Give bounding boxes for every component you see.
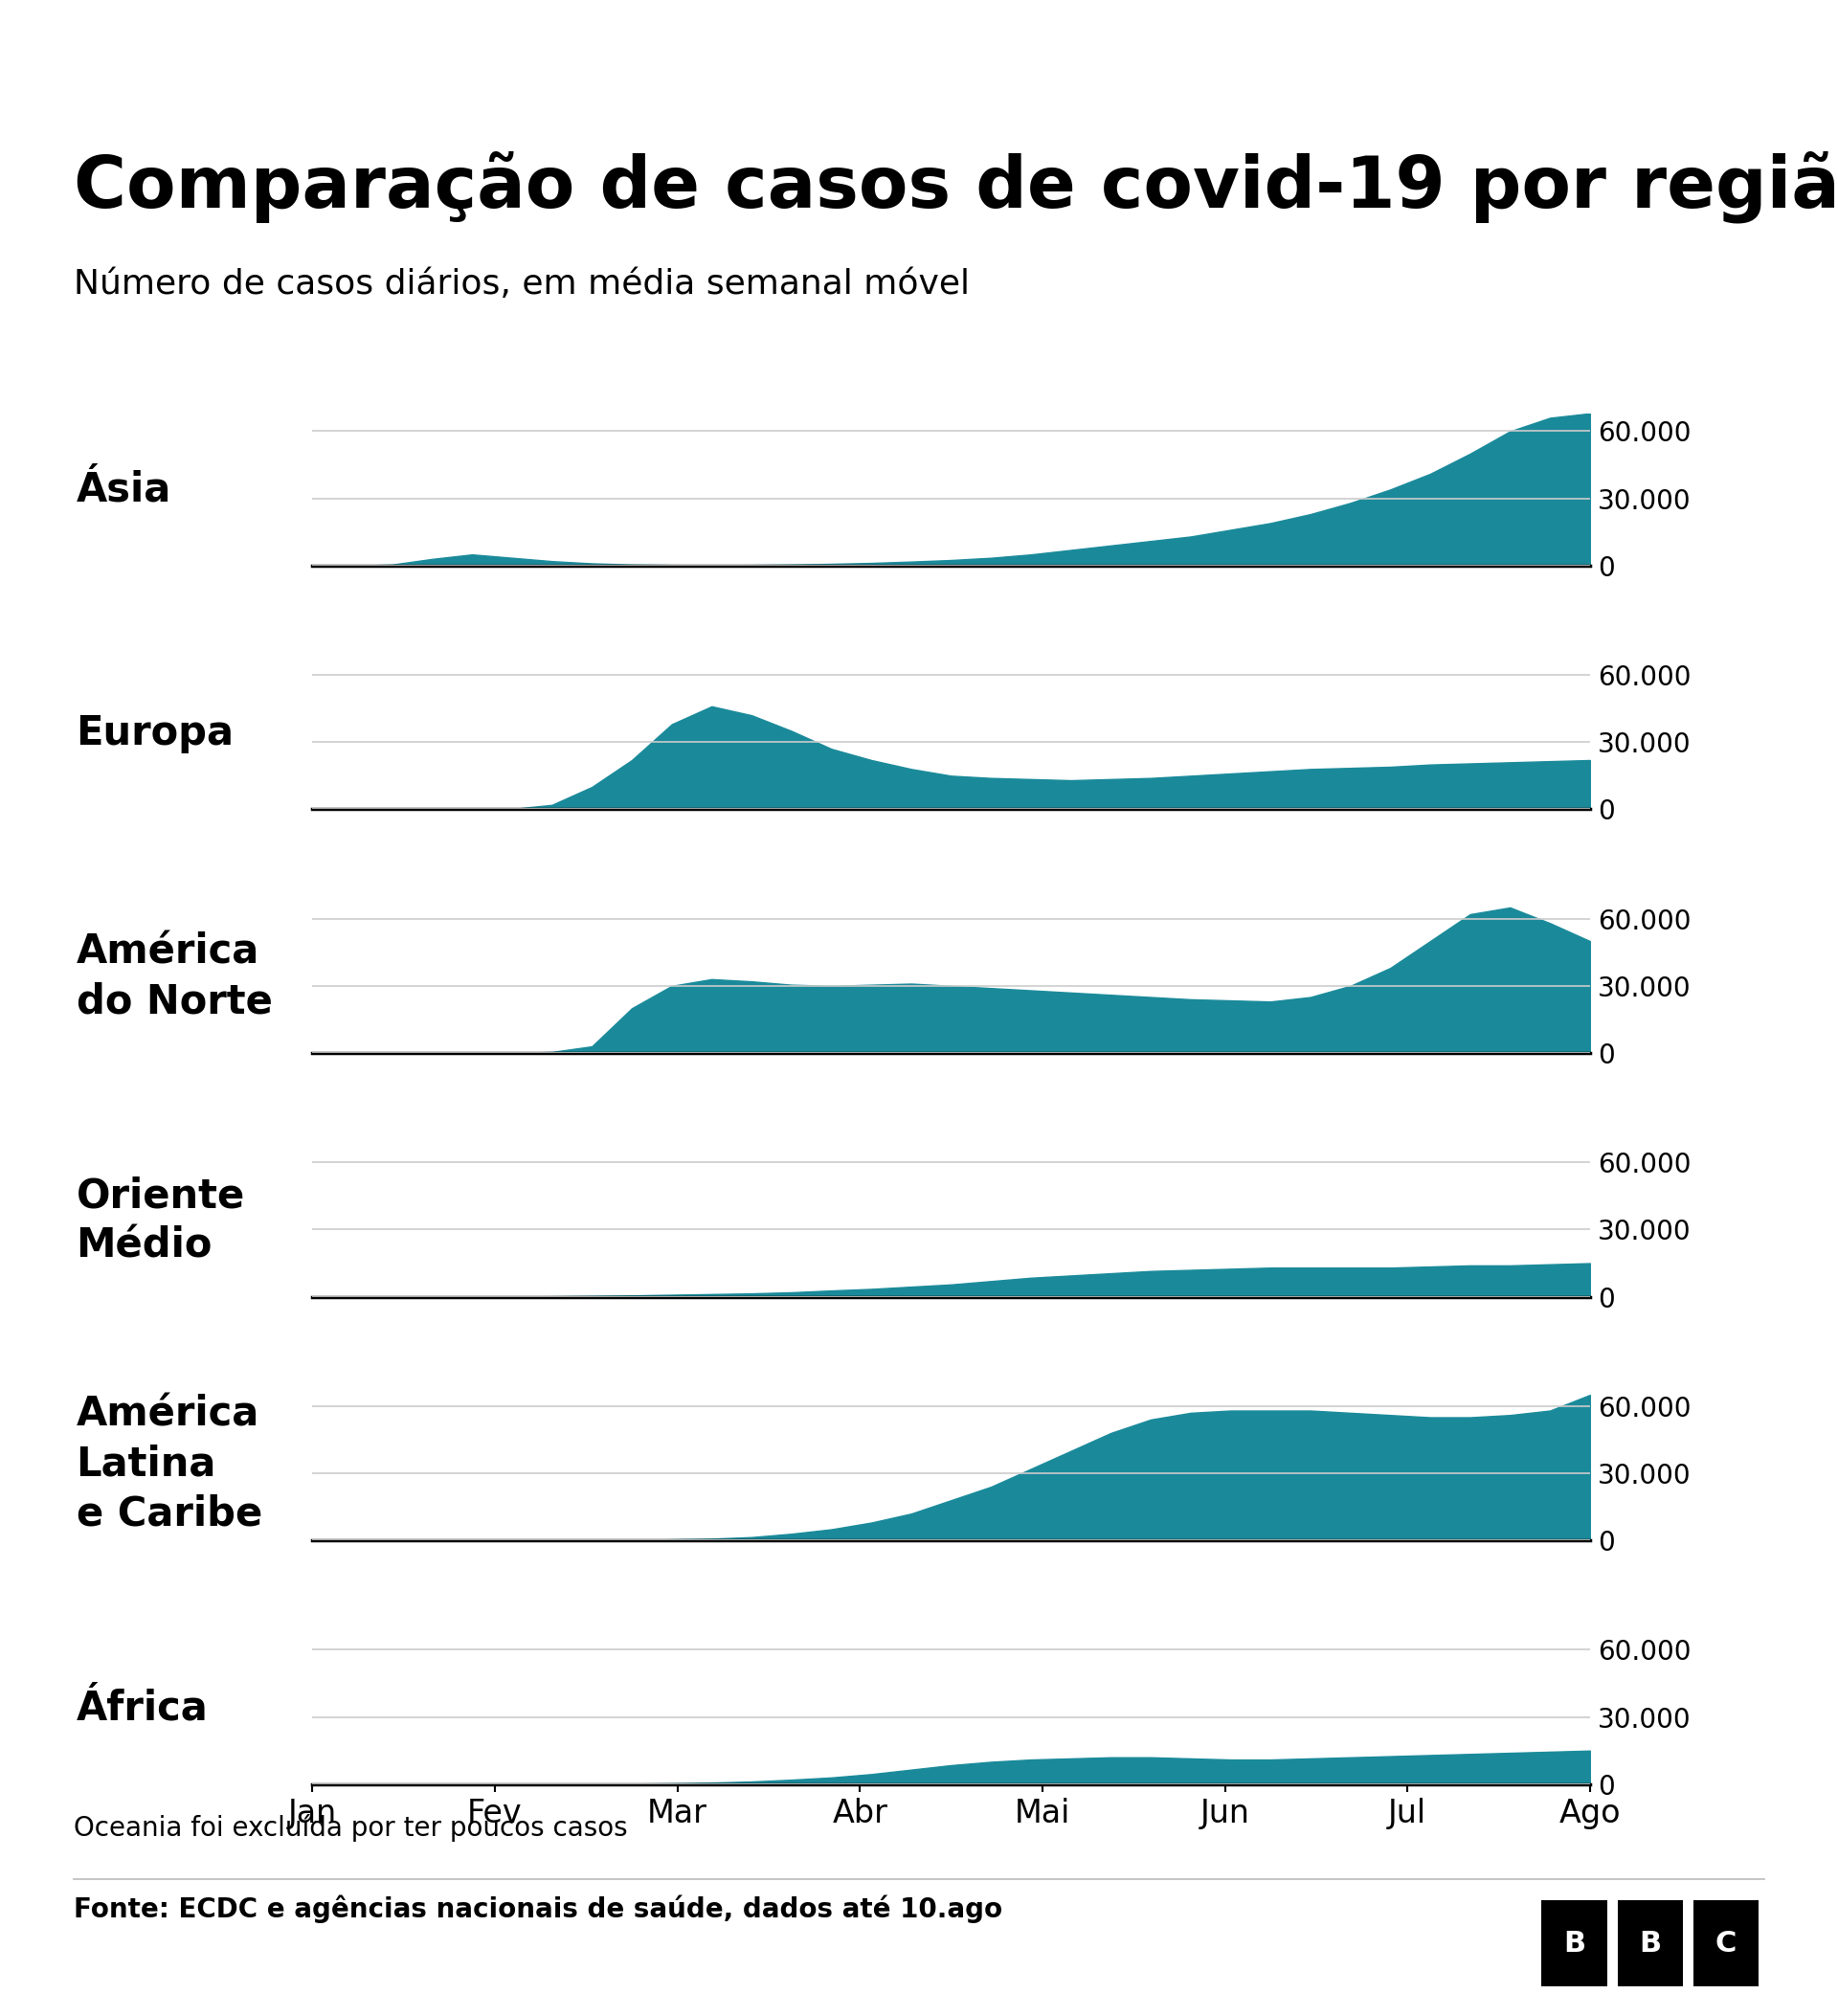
Text: América
Latina
e Caribe: América Latina e Caribe [75,1395,263,1534]
FancyBboxPatch shape [1542,1901,1606,1986]
Text: Ásia: Ásia [75,470,171,510]
Text: Comparação de casos de covid-19 por região: Comparação de casos de covid-19 por regi… [74,151,1838,224]
Text: América
do Norte: América do Norte [75,931,272,1022]
Text: Oceania foi excluída por ter poucos casos: Oceania foi excluída por ter poucos caso… [74,1814,627,1843]
FancyBboxPatch shape [1617,1901,1684,1986]
Text: África: África [75,1687,208,1728]
Text: C: C [1715,1929,1737,1958]
Text: Fonte: ECDC e agências nacionais de saúde, dados até 10.ago: Fonte: ECDC e agências nacionais de saúd… [74,1895,1002,1923]
Text: Europa: Europa [75,714,233,754]
FancyBboxPatch shape [1693,1901,1759,1986]
Text: B: B [1639,1929,1662,1958]
Text: B: B [1564,1929,1586,1958]
Text: Número de casos diários, em média semanal móvel: Número de casos diários, em média semana… [74,268,970,300]
Text: Oriente
Médio: Oriente Médio [75,1175,244,1266]
